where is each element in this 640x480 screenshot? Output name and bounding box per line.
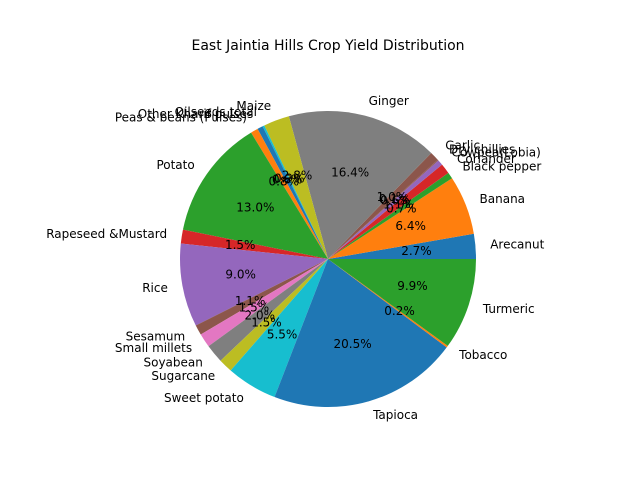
chart-title: East Jaintia Hills Crop Yield Distributi… bbox=[191, 38, 464, 54]
slice-label-rice: Rice bbox=[142, 281, 168, 295]
slice-pct-rice: 9.0% bbox=[225, 267, 256, 281]
slice-pct-banana: 6.4% bbox=[395, 219, 426, 233]
slice-label-arecanut: Arecanut bbox=[490, 238, 544, 252]
slice-pct-oilseeds-total: 0.2% bbox=[274, 172, 305, 186]
slice-pct-sweet-potato: 5.5% bbox=[267, 328, 298, 342]
slice-label-cowpea-lobia: Cowpea(Lobia) bbox=[451, 145, 540, 159]
pie-slice-tobacco bbox=[328, 259, 448, 348]
slice-pct-sugarcane: 1.5% bbox=[251, 316, 282, 330]
slice-label-peas-beans-pulses: Peas & beans (Pulses) bbox=[115, 110, 247, 124]
slice-pct-ginger: 16.4% bbox=[331, 166, 369, 180]
pie-slice-maize bbox=[264, 116, 328, 259]
pie-slice-sesamum bbox=[195, 259, 328, 335]
slice-pct-dry-chillies: 0.1% bbox=[379, 192, 410, 206]
pie-labels: Arecanut 2.7% Banana 6.4% Black pepper 0.7% Co… bbox=[46, 94, 544, 422]
pie-slice-sugarcane bbox=[220, 259, 328, 371]
pie-slice-soyabean bbox=[208, 259, 328, 361]
pie-slice-peas-beans-pulses bbox=[251, 128, 328, 259]
slice-pct-tapioca: 20.5% bbox=[334, 337, 372, 351]
pie-slice-dry-chillies bbox=[328, 159, 439, 259]
pie-slice-rapeseed-mustard bbox=[180, 229, 328, 259]
pie-slice-sweet-potato bbox=[230, 259, 328, 398]
slice-label-rapeseed-mustard: Rapeseed &Mustard bbox=[46, 227, 167, 241]
pie-slice-turmeric bbox=[328, 259, 477, 346]
slice-label-sesamum: Sesamum bbox=[126, 330, 186, 344]
slice-label-black-pepper: Black pepper bbox=[462, 160, 541, 174]
slice-label-turmeric: Turmeric bbox=[482, 302, 535, 316]
pie-slice-oilseeds-total bbox=[262, 125, 328, 259]
slice-pct-peas-beans-pulses: 0.8% bbox=[269, 175, 300, 189]
slice-pct-other-kharif-pulses: 0.6% bbox=[272, 173, 303, 187]
slice-pct-soyabean: 2.0% bbox=[245, 308, 276, 322]
slice-pct-arecanut: 2.7% bbox=[401, 244, 432, 258]
slice-label-coriander: Coriander bbox=[457, 152, 516, 166]
slice-label-dry-chillies: Dry chillies bbox=[449, 143, 515, 157]
slice-label-small-millets: Small millets bbox=[115, 341, 192, 355]
slice-pct-tobacco: 0.2% bbox=[384, 304, 415, 318]
pie-slice-coriander bbox=[328, 164, 449, 259]
slice-label-potato: Potato bbox=[156, 158, 194, 172]
pie-slice-potato bbox=[182, 132, 328, 259]
slice-label-soyabean: Soyabean bbox=[144, 356, 203, 370]
pie-slice-tapioca bbox=[274, 259, 447, 408]
slice-pct-garlic: 1.0% bbox=[377, 190, 408, 204]
slice-label-ginger: Ginger bbox=[369, 94, 409, 108]
pie-slice-garlic bbox=[328, 152, 438, 259]
slice-pct-sesamum: 1.1% bbox=[235, 294, 266, 308]
pie-slice-rice bbox=[180, 243, 328, 326]
slice-label-garlic: Garlic bbox=[445, 139, 480, 153]
slice-pct-cowpea-lobia: 0.6% bbox=[380, 194, 411, 208]
slice-label-tapioca: Tapioca bbox=[372, 408, 418, 422]
pie-slice-other-kharif-pulses bbox=[257, 126, 328, 259]
pie-slice-cowpea-lobia bbox=[328, 160, 443, 259]
pie-slices bbox=[180, 111, 477, 408]
pie-slice-banana bbox=[328, 178, 474, 259]
pie-slice-arecanut bbox=[328, 233, 476, 259]
pie-slice-black-pepper bbox=[328, 172, 453, 259]
slice-label-maize: Maize bbox=[236, 99, 271, 113]
slice-label-oilseeds-total: Oilseeds total bbox=[175, 105, 257, 119]
slice-label-banana: Banana bbox=[480, 192, 526, 206]
pie-slice-ginger bbox=[288, 111, 432, 259]
slice-pct-potato: 13.0% bbox=[236, 201, 274, 215]
slice-pct-black-pepper: 0.7% bbox=[386, 201, 417, 215]
slice-label-tobacco: Tobacco bbox=[458, 348, 507, 362]
slice-pct-rapeseed-mustard: 1.5% bbox=[225, 238, 256, 252]
slice-label-sweet-potato: Sweet potato bbox=[164, 391, 244, 405]
slice-pct-turmeric: 9.9% bbox=[397, 279, 428, 293]
slice-label-other-kharif-pulses: Other Kharif pulses bbox=[138, 107, 253, 121]
slice-pct-maize: 2.8% bbox=[282, 168, 313, 182]
slice-pct-coriander: 1.1% bbox=[383, 197, 414, 211]
slice-label-sugarcane: Sugarcane bbox=[151, 369, 215, 383]
pie-slice-small-millets bbox=[200, 259, 328, 347]
slice-pct-small-millets: 1.5% bbox=[239, 300, 270, 314]
